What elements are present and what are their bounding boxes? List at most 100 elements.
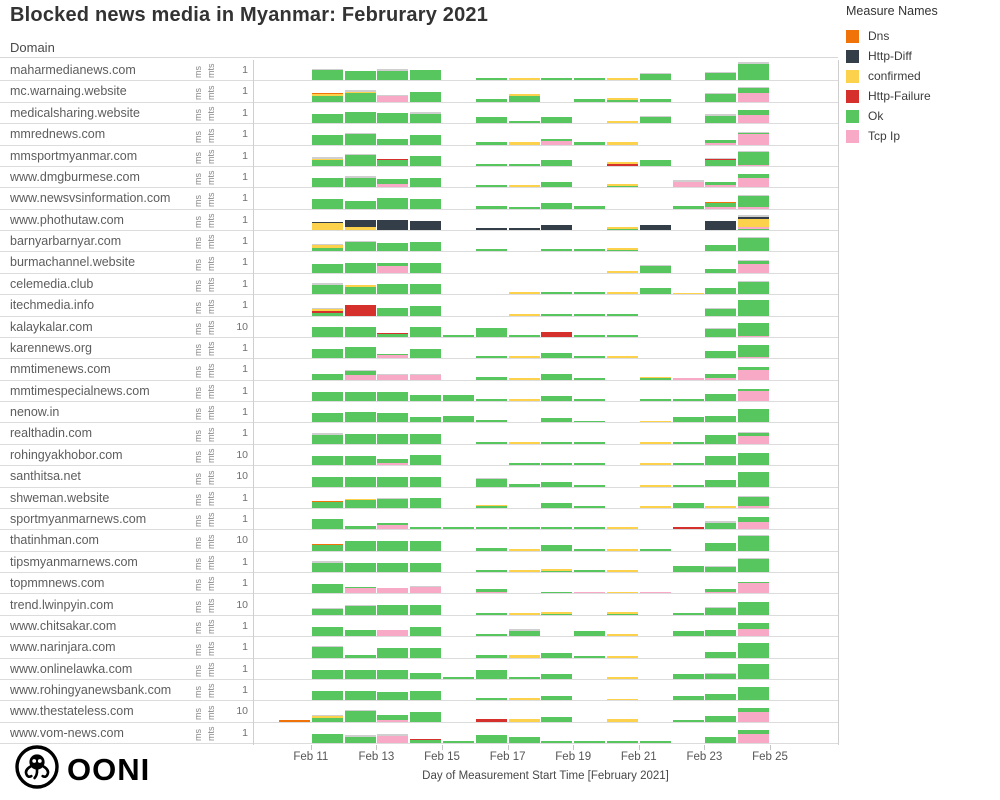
measurement-bar-feb-24[interactable] <box>738 109 770 124</box>
measurement-bar-feb-12[interactable] <box>344 669 376 679</box>
domain-label[interactable]: medicalsharing.website <box>10 105 140 120</box>
measurement-bar-feb-17[interactable] <box>508 77 540 81</box>
measurement-bar-feb-23[interactable] <box>705 374 737 380</box>
measurement-bar-feb-19[interactable] <box>574 463 606 466</box>
measurement-bar-feb-23[interactable] <box>705 543 737 551</box>
domain-label[interactable]: sportmyanmarnews.com <box>10 511 147 526</box>
measurement-bar-feb-13[interactable] <box>377 498 409 508</box>
measurement-bar-feb-12[interactable] <box>344 629 376 637</box>
measurement-bar-feb-20[interactable] <box>607 120 638 124</box>
measurement-bar-feb-20[interactable] <box>607 612 638 615</box>
measurement-bar-feb-20[interactable] <box>607 655 638 658</box>
measurement-bar-feb-14[interactable] <box>410 712 442 722</box>
measurement-bar-feb-13[interactable] <box>377 629 409 637</box>
measurement-bar-feb-23[interactable] <box>705 672 737 679</box>
measurement-bar-feb-19[interactable] <box>574 313 606 316</box>
measurement-bar-feb-21[interactable] <box>639 116 671 124</box>
measurement-bar-feb-17[interactable] <box>508 228 540 231</box>
measurement-bar-feb-17[interactable] <box>508 737 540 744</box>
measurement-bar-feb-18[interactable] <box>541 202 573 209</box>
measurement-bar-feb-14[interactable] <box>410 220 442 231</box>
measurement-bar-feb-14[interactable] <box>410 135 442 145</box>
measurement-bar-feb-20[interactable] <box>607 741 638 744</box>
measurement-bar-feb-12[interactable] <box>344 498 376 508</box>
measurement-bar-feb-12[interactable] <box>344 604 376 615</box>
measurement-bar-feb-11[interactable] <box>311 264 343 273</box>
measurement-bar-feb-11[interactable] <box>311 433 343 444</box>
measurement-bar-feb-11[interactable] <box>311 177 343 188</box>
measurement-bar-feb-22[interactable] <box>672 484 704 487</box>
measurement-bar-feb-19[interactable] <box>574 484 606 487</box>
measurement-bar-feb-19[interactable] <box>574 631 606 637</box>
measurement-bar-feb-21[interactable] <box>639 484 671 487</box>
measurement-bar-feb-11[interactable] <box>311 455 343 466</box>
measurement-bar-feb-14[interactable] <box>410 263 442 273</box>
measurement-bar-feb-18[interactable] <box>541 652 573 658</box>
measurement-bar-feb-17[interactable] <box>508 292 540 295</box>
measurement-bar-feb-22[interactable] <box>672 674 704 679</box>
measurement-bar-feb-17[interactable] <box>508 527 540 530</box>
measurement-bar-feb-13[interactable] <box>377 198 409 209</box>
measurement-bar-feb-20[interactable] <box>607 718 638 722</box>
measurement-bar-feb-15[interactable] <box>443 676 474 679</box>
measurement-bar-feb-23[interactable] <box>705 651 737 658</box>
measurement-bar-feb-14[interactable] <box>410 527 442 530</box>
measurement-bar-feb-23[interactable] <box>705 394 737 402</box>
measurement-bar-feb-20[interactable] <box>607 335 638 337</box>
measurement-bar-feb-13[interactable] <box>377 138 409 145</box>
measurement-bar-feb-24[interactable] <box>738 687 770 701</box>
measurement-bar-feb-17[interactable] <box>508 142 540 145</box>
measurement-bar-feb-19[interactable] <box>574 356 606 359</box>
measurement-bar-feb-20[interactable] <box>607 248 638 252</box>
measurement-bar-feb-19[interactable] <box>574 741 606 744</box>
measurement-bar-feb-17[interactable] <box>508 655 540 658</box>
measurement-bar-feb-18[interactable] <box>541 463 573 466</box>
measurement-bar-feb-23[interactable] <box>705 140 737 145</box>
measurement-bar-feb-16[interactable] <box>475 477 507 487</box>
measurement-bar-feb-23[interactable] <box>705 114 737 124</box>
measurement-bar-feb-19[interactable] <box>574 570 606 573</box>
measurement-bar-feb-22[interactable] <box>672 695 704 701</box>
domain-label[interactable]: realthadin.com <box>10 426 92 441</box>
measurement-bar-feb-18[interactable] <box>541 139 573 145</box>
measurement-bar-feb-22[interactable] <box>672 527 704 530</box>
measurement-bar-feb-11[interactable] <box>311 607 343 615</box>
measurement-bar-feb-17[interactable] <box>508 94 540 102</box>
measurement-bar-feb-24[interactable] <box>738 708 770 722</box>
measurement-bar-feb-14[interactable] <box>410 327 442 337</box>
domain-label[interactable]: www.newsvsinformation.com <box>10 191 171 206</box>
measurement-bar-feb-21[interactable] <box>639 99 671 102</box>
measurement-bar-feb-22[interactable] <box>672 566 704 573</box>
measurement-bar-feb-11[interactable] <box>311 68 343 81</box>
measurement-bar-feb-16[interactable] <box>475 377 507 380</box>
measurement-bar-feb-24[interactable] <box>738 535 770 551</box>
measurement-bar-feb-18[interactable] <box>541 78 573 81</box>
measurement-bar-feb-11[interactable] <box>311 221 343 231</box>
measurement-bar-feb-22[interactable] <box>672 719 704 722</box>
measurement-bar-feb-23[interactable] <box>705 506 737 508</box>
measurement-bar-feb-11[interactable] <box>311 135 343 145</box>
domain-label[interactable]: www.rohingyanewsbank.com <box>10 683 172 698</box>
measurement-bar-feb-14[interactable] <box>410 156 442 166</box>
measurement-bar-feb-17[interactable] <box>508 612 540 615</box>
measurement-bar-feb-14[interactable] <box>410 690 442 701</box>
measurement-bar-feb-24[interactable] <box>738 131 770 145</box>
measurement-bar-feb-16[interactable] <box>475 116 507 124</box>
domain-label[interactable]: shweman.website <box>10 490 110 505</box>
measurement-bar-feb-21[interactable] <box>639 376 671 380</box>
measurement-bar-feb-20[interactable] <box>607 142 638 145</box>
domain-label[interactable]: thatinhman.com <box>10 533 99 548</box>
measurement-bar-feb-17[interactable] <box>508 629 540 637</box>
measurement-bar-feb-18[interactable] <box>541 249 573 252</box>
measurement-bar-feb-18[interactable] <box>541 740 573 744</box>
measurement-bar-feb-23[interactable] <box>705 435 737 444</box>
measurement-bar-feb-22[interactable] <box>672 503 704 508</box>
measurement-bar-feb-13[interactable] <box>377 412 409 423</box>
measurement-bar-feb-20[interactable] <box>607 183 638 188</box>
measurement-bar-feb-16[interactable] <box>475 142 507 145</box>
measurement-bar-feb-17[interactable] <box>508 484 540 487</box>
domain-label[interactable]: nenow.in <box>10 405 60 420</box>
measurement-bar-feb-13[interactable] <box>377 353 409 359</box>
measurement-bar-feb-15[interactable] <box>443 527 474 530</box>
measurement-bar-feb-13[interactable] <box>377 562 409 573</box>
